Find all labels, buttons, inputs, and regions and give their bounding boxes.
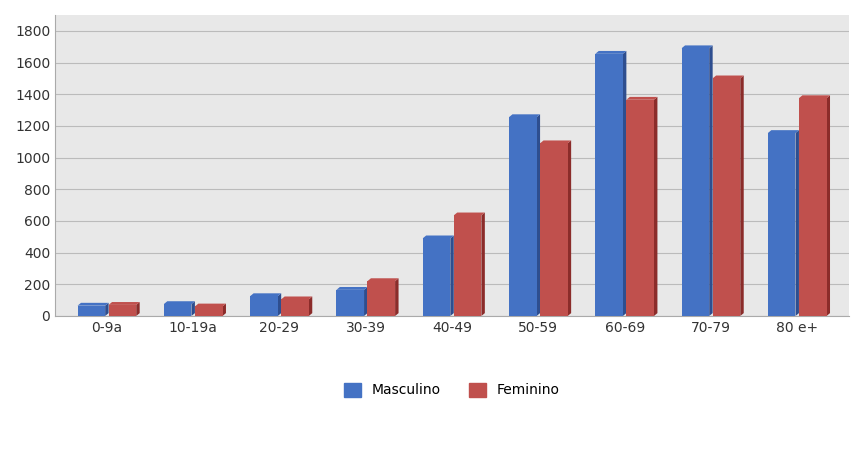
Polygon shape (109, 302, 140, 305)
Polygon shape (540, 140, 571, 143)
Polygon shape (595, 51, 626, 54)
Bar (509, 117, 537, 316)
Polygon shape (481, 212, 485, 316)
Polygon shape (799, 95, 830, 98)
Legend: Masculino, Feminino: Masculino, Feminino (339, 377, 565, 403)
Polygon shape (796, 130, 799, 316)
Polygon shape (422, 236, 454, 238)
Polygon shape (537, 114, 540, 316)
Polygon shape (281, 296, 312, 299)
Bar (595, 54, 623, 316)
Polygon shape (450, 236, 454, 316)
Polygon shape (454, 212, 485, 215)
Polygon shape (827, 95, 830, 316)
Polygon shape (682, 45, 713, 48)
Bar (768, 133, 796, 316)
Bar (799, 98, 827, 316)
Bar (281, 299, 308, 316)
Polygon shape (308, 296, 312, 316)
Polygon shape (137, 302, 140, 316)
Bar (682, 48, 709, 316)
Bar (195, 306, 223, 316)
Bar (251, 296, 277, 316)
Polygon shape (367, 278, 398, 281)
Polygon shape (568, 140, 571, 316)
Polygon shape (223, 304, 226, 316)
Polygon shape (740, 75, 744, 316)
Polygon shape (709, 45, 713, 316)
Polygon shape (509, 114, 540, 117)
Polygon shape (654, 97, 658, 316)
Bar (540, 143, 568, 316)
Polygon shape (395, 278, 398, 316)
Bar (422, 238, 450, 316)
Polygon shape (78, 303, 109, 306)
Bar (713, 79, 740, 316)
Bar (336, 290, 364, 316)
Polygon shape (164, 301, 195, 304)
Polygon shape (192, 301, 195, 316)
Bar (164, 304, 192, 316)
Bar (626, 100, 654, 316)
Polygon shape (195, 304, 226, 306)
Bar (367, 281, 395, 316)
Polygon shape (277, 293, 281, 316)
Polygon shape (336, 287, 367, 290)
Polygon shape (251, 293, 281, 296)
Polygon shape (105, 303, 109, 316)
Polygon shape (713, 75, 744, 79)
Bar (109, 305, 137, 316)
Polygon shape (623, 51, 626, 316)
Bar (78, 306, 105, 316)
Bar (454, 215, 481, 316)
Polygon shape (626, 97, 658, 100)
Polygon shape (768, 130, 799, 133)
Polygon shape (364, 287, 367, 316)
